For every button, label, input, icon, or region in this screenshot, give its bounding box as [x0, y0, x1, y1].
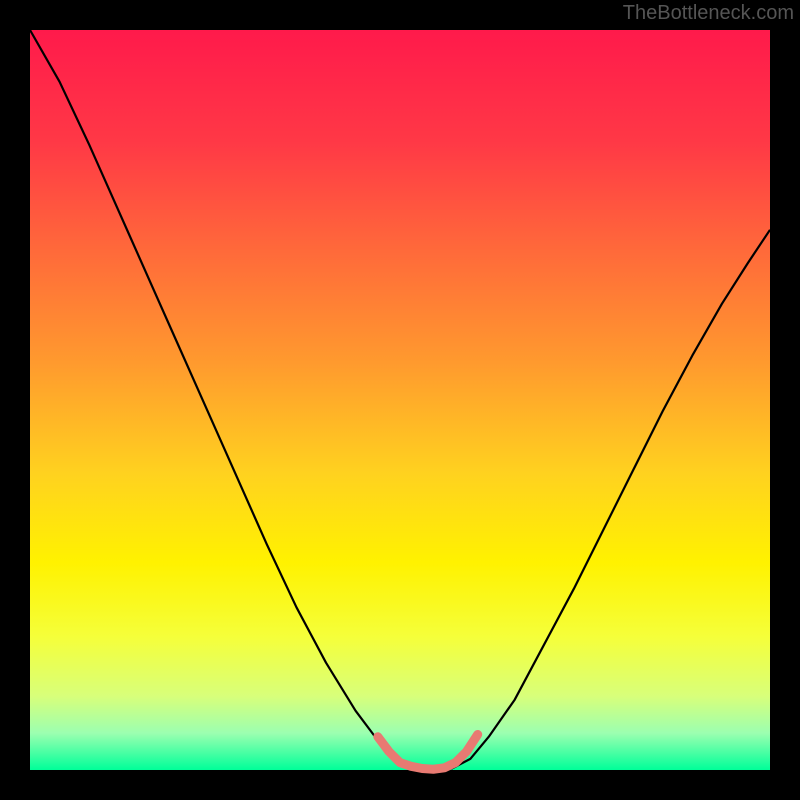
attribution-text: TheBottleneck.com [623, 2, 794, 25]
plot-area [30, 30, 770, 770]
chart-container: TheBottleneck.com [0, 0, 800, 800]
bottleneck-chart [0, 0, 800, 800]
